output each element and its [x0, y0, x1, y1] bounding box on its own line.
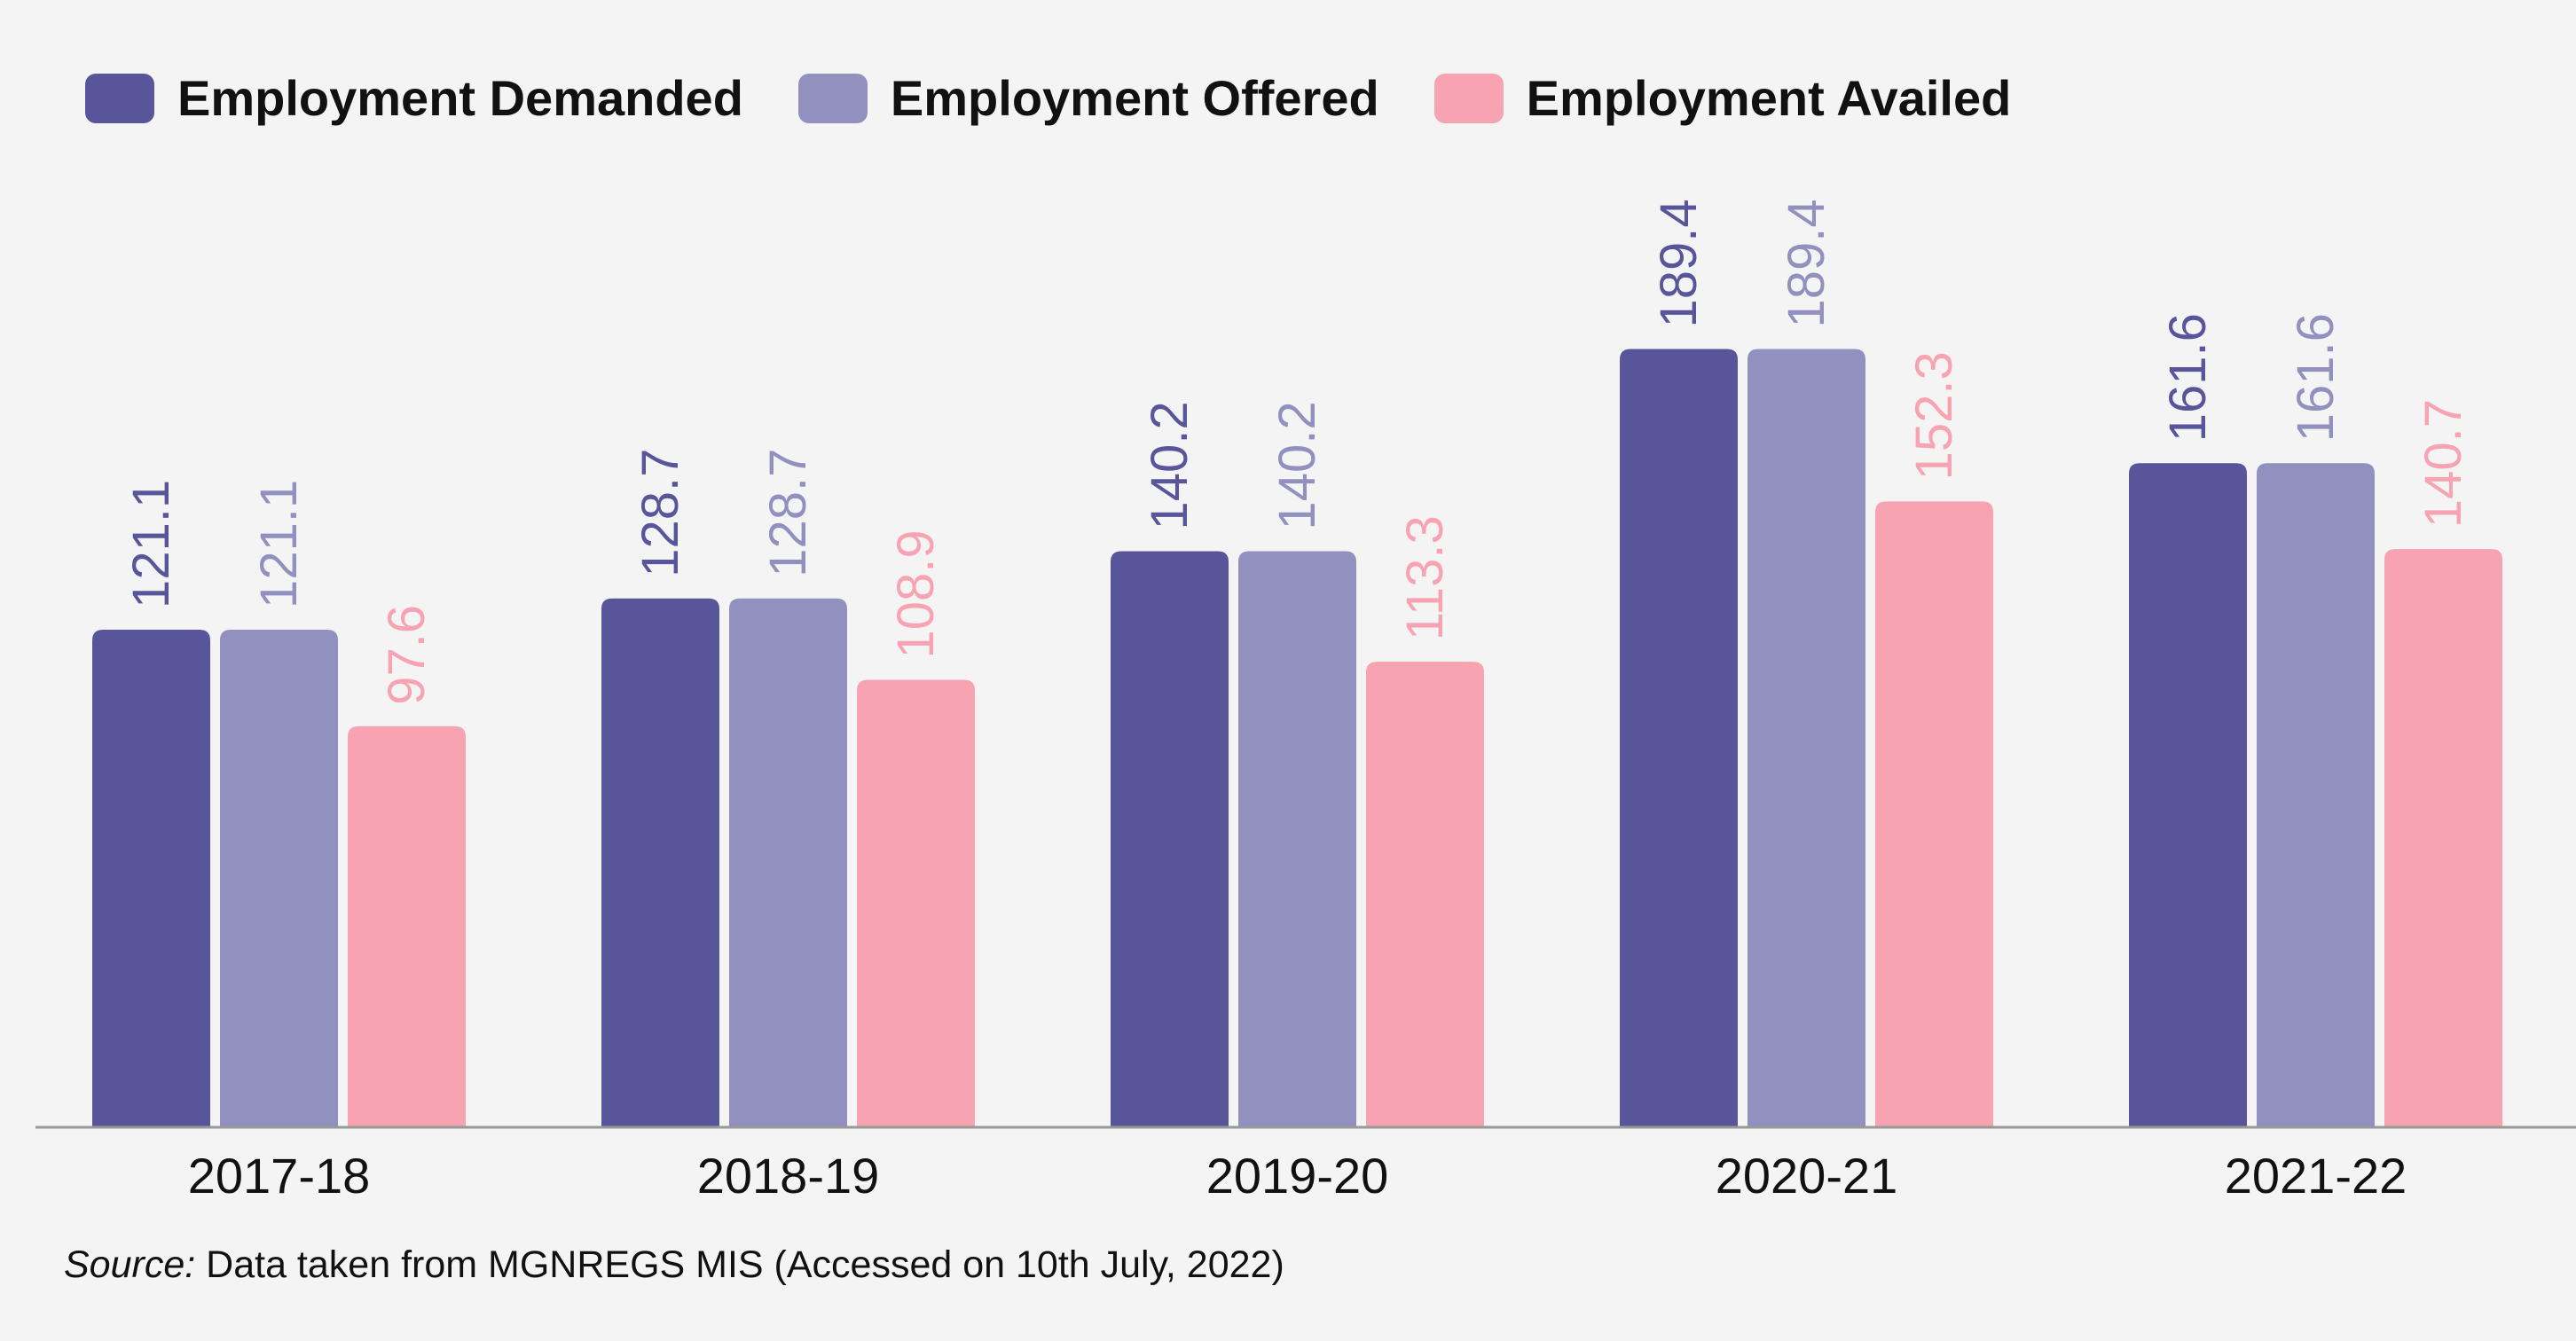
- legend-label-demanded: Employment Demanded: [177, 70, 743, 126]
- bar-2020-21-0: [1620, 349, 1738, 1128]
- bar-2021-22-2: [2384, 549, 2502, 1127]
- x-tick-label: 2019-20: [1206, 1148, 1389, 1204]
- legend-item-availed: Employment Availed: [1433, 69, 2012, 127]
- x-tick-label: 2017-18: [188, 1148, 371, 1204]
- legend: Employment Demanded Employment Offered E…: [85, 69, 2066, 127]
- bar-2018-19-2: [857, 679, 975, 1127]
- source-text: Data taken from MGNREGS MIS (Accessed on…: [195, 1243, 1284, 1286]
- value-label: 97.6: [378, 605, 436, 705]
- bar-2019-20-0: [1111, 551, 1229, 1127]
- bar-2017-18-2: [348, 725, 466, 1127]
- legend-label-availed: Employment Availed: [1526, 70, 2012, 126]
- value-label: 161.6: [2159, 313, 2217, 442]
- x-tick-label: 2020-21: [1716, 1148, 1898, 1204]
- value-label: 140.2: [1268, 401, 1326, 529]
- bar-2019-20-2: [1366, 662, 1484, 1127]
- value-label: 140.2: [1141, 401, 1198, 529]
- value-label: 121.1: [122, 480, 180, 608]
- bar-2019-20-1: [1238, 551, 1356, 1127]
- legend-swatch-availed: [1433, 73, 1504, 123]
- value-label: 113.3: [1396, 515, 1454, 640]
- bar-2017-18-1: [220, 629, 338, 1127]
- legend-item-demanded: Employment Demanded: [85, 69, 743, 127]
- bar-2018-19-1: [729, 598, 847, 1127]
- x-tick-label: 2021-22: [2225, 1148, 2407, 1204]
- value-label: 128.7: [759, 449, 817, 577]
- bar-2021-22-1: [2257, 463, 2375, 1127]
- value-label: 189.4: [1778, 199, 1835, 327]
- value-label: 189.4: [1650, 199, 1708, 327]
- legend-label-offered: Employment Offered: [890, 70, 1379, 126]
- legend-item-offered: Employment Offered: [797, 69, 1379, 127]
- value-label: 161.6: [2287, 313, 2344, 442]
- value-label: 121.1: [250, 480, 308, 608]
- bar-2021-22-0: [2129, 463, 2247, 1127]
- value-label: 128.7: [632, 449, 689, 577]
- x-tick-label: 2018-19: [697, 1148, 880, 1204]
- value-label: 108.9: [887, 529, 945, 658]
- legend-swatch-offered: [797, 73, 868, 123]
- value-label: 140.7: [2415, 399, 2472, 528]
- bar-2018-19-0: [601, 598, 719, 1127]
- source-note: Source: Data taken from MGNREGS MIS (Acc…: [64, 1243, 1284, 1287]
- legend-swatch-demanded: [85, 73, 154, 123]
- bar-2020-21-1: [1747, 349, 1865, 1128]
- bar-2017-18-0: [92, 629, 210, 1127]
- source-prefix: Source:: [64, 1243, 196, 1286]
- bar-2020-21-2: [1875, 501, 1993, 1127]
- value-label: 152.3: [1905, 351, 1963, 480]
